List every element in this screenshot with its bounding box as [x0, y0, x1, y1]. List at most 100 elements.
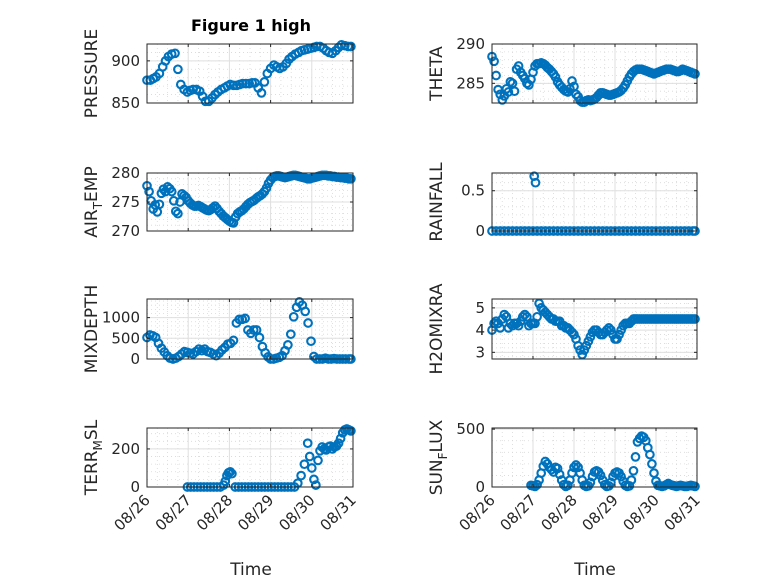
y-tick-label: 500	[111, 329, 140, 347]
data-point	[626, 475, 637, 485]
data-point	[261, 183, 272, 193]
x-tick-label: 08/27	[497, 491, 540, 534]
y-tick-label: 290	[456, 35, 485, 53]
data-point	[489, 318, 499, 329]
y-axis-label-main: AIR	[82, 209, 102, 238]
data-point	[302, 438, 313, 449]
y-tick-label: 0	[130, 350, 140, 368]
data-point	[616, 471, 626, 482]
data-point	[335, 433, 346, 444]
data-point	[530, 177, 541, 188]
data-point	[313, 455, 323, 466]
series-markers	[142, 170, 356, 228]
x-tick-label: 08/31	[661, 491, 704, 534]
y-axis-label: AIRTEMP	[82, 166, 105, 237]
y-axis-label-tail: EMP	[82, 166, 102, 202]
data-point	[552, 463, 563, 474]
y-tick-label: 900	[111, 52, 140, 70]
data-point	[300, 306, 311, 317]
y-axis-label: MIXDEPTH	[82, 285, 102, 374]
data-point	[285, 329, 296, 340]
x-axis-label-right: Time	[573, 560, 616, 580]
data-point	[306, 336, 316, 347]
data-point	[166, 186, 177, 197]
data-point	[624, 480, 635, 491]
x-tick-label: 08/28	[538, 491, 581, 534]
data-point	[690, 314, 700, 324]
data-point	[532, 311, 542, 322]
y-tick-label: 5	[475, 299, 485, 317]
y-axis-label: RAINFALL	[427, 162, 447, 242]
y-tick-label: 0	[130, 478, 140, 496]
y-tick-label: 270	[111, 222, 140, 240]
x-axis-label-left: Time	[229, 560, 272, 580]
axes-box	[491, 172, 698, 232]
y-tick-label: 850	[111, 94, 140, 112]
data-point	[296, 470, 306, 481]
x-tick-label: 08/28	[193, 491, 236, 534]
subplot-theta: 285 290 THETA	[427, 35, 700, 108]
plot-area	[492, 428, 697, 487]
data-point	[690, 481, 700, 492]
data-point	[228, 218, 239, 228]
data-point	[595, 470, 606, 481]
axes-box	[146, 298, 354, 360]
data-point	[304, 451, 315, 462]
data-point	[628, 465, 639, 476]
axes-box	[491, 298, 698, 360]
data-point	[170, 206, 181, 217]
data-point	[585, 477, 596, 488]
y-tick-label: 0.5	[461, 182, 485, 200]
axes-box	[146, 427, 354, 488]
y-axis-label: THETA	[427, 46, 447, 102]
x-tick-label: 08/31	[317, 491, 360, 534]
y-tick-label: 0	[475, 222, 485, 240]
data-point	[647, 459, 657, 469]
series-markers	[487, 298, 700, 360]
y-axis-label-tail: LUX	[427, 419, 447, 452]
y-axis-label: TERRMSL	[82, 419, 105, 496]
data-point	[225, 466, 236, 477]
data-point	[509, 86, 520, 97]
y-axis-label-main: H2OMIXRA	[427, 283, 447, 374]
data-point	[558, 479, 569, 490]
data-point	[346, 426, 356, 436]
data-point	[554, 469, 565, 480]
data-point	[630, 452, 641, 462]
data-point	[519, 309, 530, 320]
y-tick-label: 500	[456, 420, 485, 438]
data-point	[168, 195, 179, 206]
data-point	[690, 69, 700, 79]
data-point	[283, 340, 293, 350]
data-point	[299, 459, 310, 470]
axes-box	[491, 43, 698, 104]
data-point	[346, 41, 356, 52]
subplot-air_temp: 270 275 280 AIRTEMP	[82, 164, 356, 240]
y-axis-label: SUNFLUX	[427, 419, 450, 495]
y-tick-label: 200	[111, 440, 140, 458]
data-point	[501, 311, 512, 322]
data-point	[228, 335, 239, 346]
data-point	[601, 325, 612, 335]
data-point	[254, 332, 265, 343]
y-axis-label-main: THETA	[427, 46, 447, 102]
data-point	[173, 208, 183, 219]
data-point	[240, 313, 250, 324]
data-point	[503, 87, 514, 97]
x-tick-label: 08/29	[234, 491, 277, 534]
data-point	[170, 48, 180, 59]
y-tick-label: 4	[475, 321, 485, 339]
y-axis-label-main: TERR	[82, 450, 102, 496]
y-axis-label-subscript: M	[91, 440, 105, 450]
y-tick-label: 0	[475, 478, 485, 496]
data-point	[241, 78, 251, 89]
data-point	[604, 323, 614, 333]
y-axis-label: PRESSURE	[82, 29, 102, 118]
data-point	[227, 468, 237, 479]
y-tick-label: 1000	[102, 309, 140, 327]
series-markers	[487, 51, 700, 108]
y-axis-label-main: MIXDEPTH	[82, 285, 102, 374]
